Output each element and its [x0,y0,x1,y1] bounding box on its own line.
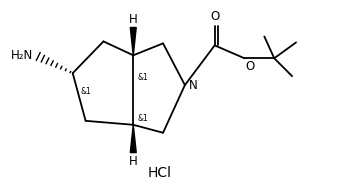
Text: H: H [129,155,138,168]
Text: H₂N: H₂N [11,49,33,62]
Polygon shape [130,125,136,153]
Text: &1: &1 [137,73,148,82]
Text: N: N [189,79,198,92]
Text: O: O [210,9,219,23]
Polygon shape [130,27,136,55]
Text: O: O [245,60,255,73]
Text: HCl: HCl [147,166,172,180]
Text: &1: &1 [81,87,92,96]
Text: H: H [129,13,138,25]
Text: &1: &1 [137,114,148,123]
